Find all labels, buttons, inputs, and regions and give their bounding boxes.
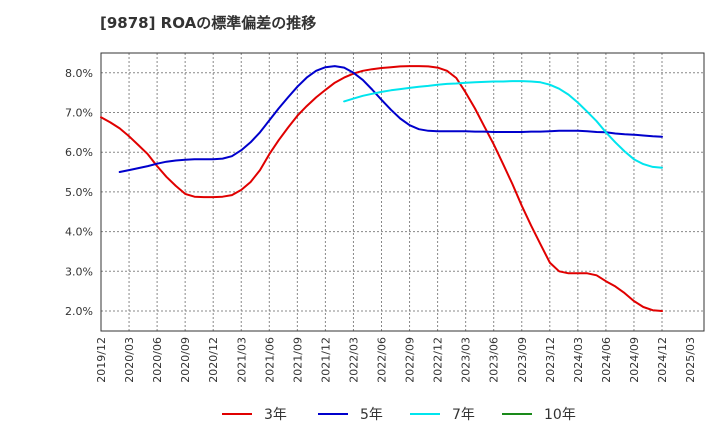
y-tick-label: 5.0%	[65, 186, 93, 199]
x-tick-label: 2024/09	[628, 337, 641, 383]
x-tick-label: 2020/06	[151, 337, 164, 383]
x-tick-label: 2024/12	[656, 337, 669, 383]
x-tick-label: 2020/09	[179, 337, 192, 383]
x-tick-label: 2019/12	[95, 337, 108, 383]
x-tick-label: 2023/09	[516, 337, 529, 383]
y-tick-label: 8.0%	[65, 67, 93, 80]
series-line-7年	[343, 80, 663, 169]
plot-frame	[100, 52, 705, 332]
x-tick-label: 2021/06	[263, 337, 276, 383]
y-tick-label: 7.0%	[65, 107, 93, 120]
x-tick-label: 2022/06	[376, 337, 389, 383]
y-tick-label: 6.0%	[65, 146, 93, 159]
y-tick-label: 4.0%	[65, 226, 93, 239]
x-tick-label: 2021/03	[235, 337, 248, 383]
x-tick-label: 2021/09	[291, 337, 304, 383]
x-tick-label: 2020/03	[123, 337, 136, 383]
legend-label-5年: 5年	[360, 407, 383, 423]
x-tick-label: 2022/09	[404, 337, 417, 383]
y-tick-label: 3.0%	[65, 265, 93, 278]
x-tick-label: 2024/03	[572, 337, 585, 383]
x-tick-label: 2024/06	[600, 337, 613, 383]
legend: 3年 5年 7年 10年	[222, 407, 576, 423]
series-line-3年	[100, 65, 663, 312]
x-tick-label: 2022/12	[432, 337, 445, 383]
y-axis-tick-labels: 2.0% 3.0% 4.0% 5.0% 6.0% 7.0% 8.0%	[65, 67, 93, 318]
series-lines	[100, 65, 663, 312]
x-tick-label: 2023/03	[460, 337, 473, 383]
y-tick-label: 2.0%	[65, 305, 93, 318]
x-tick-label: 2021/12	[319, 337, 332, 383]
y-gridlines	[101, 72, 704, 312]
chart-title: [9878] ROAの標準偏差の推移	[100, 14, 317, 32]
x-tick-label: 2022/03	[347, 337, 360, 383]
x-axis-tick-labels: 2019/12 2020/03 2020/06 2020/09 2020/12 2021/…	[95, 337, 697, 383]
x-tick-label: 2023/12	[544, 337, 557, 383]
legend-label-3年: 3年	[264, 407, 287, 423]
x-tick-label: 2020/12	[207, 337, 220, 383]
legend-label-10年: 10年	[544, 407, 576, 423]
x-tick-label: 2025/03	[684, 337, 697, 383]
legend-label-7年: 7年	[452, 407, 475, 423]
x-tick-label: 2023/06	[488, 337, 501, 383]
series-line-5年	[118, 65, 663, 173]
